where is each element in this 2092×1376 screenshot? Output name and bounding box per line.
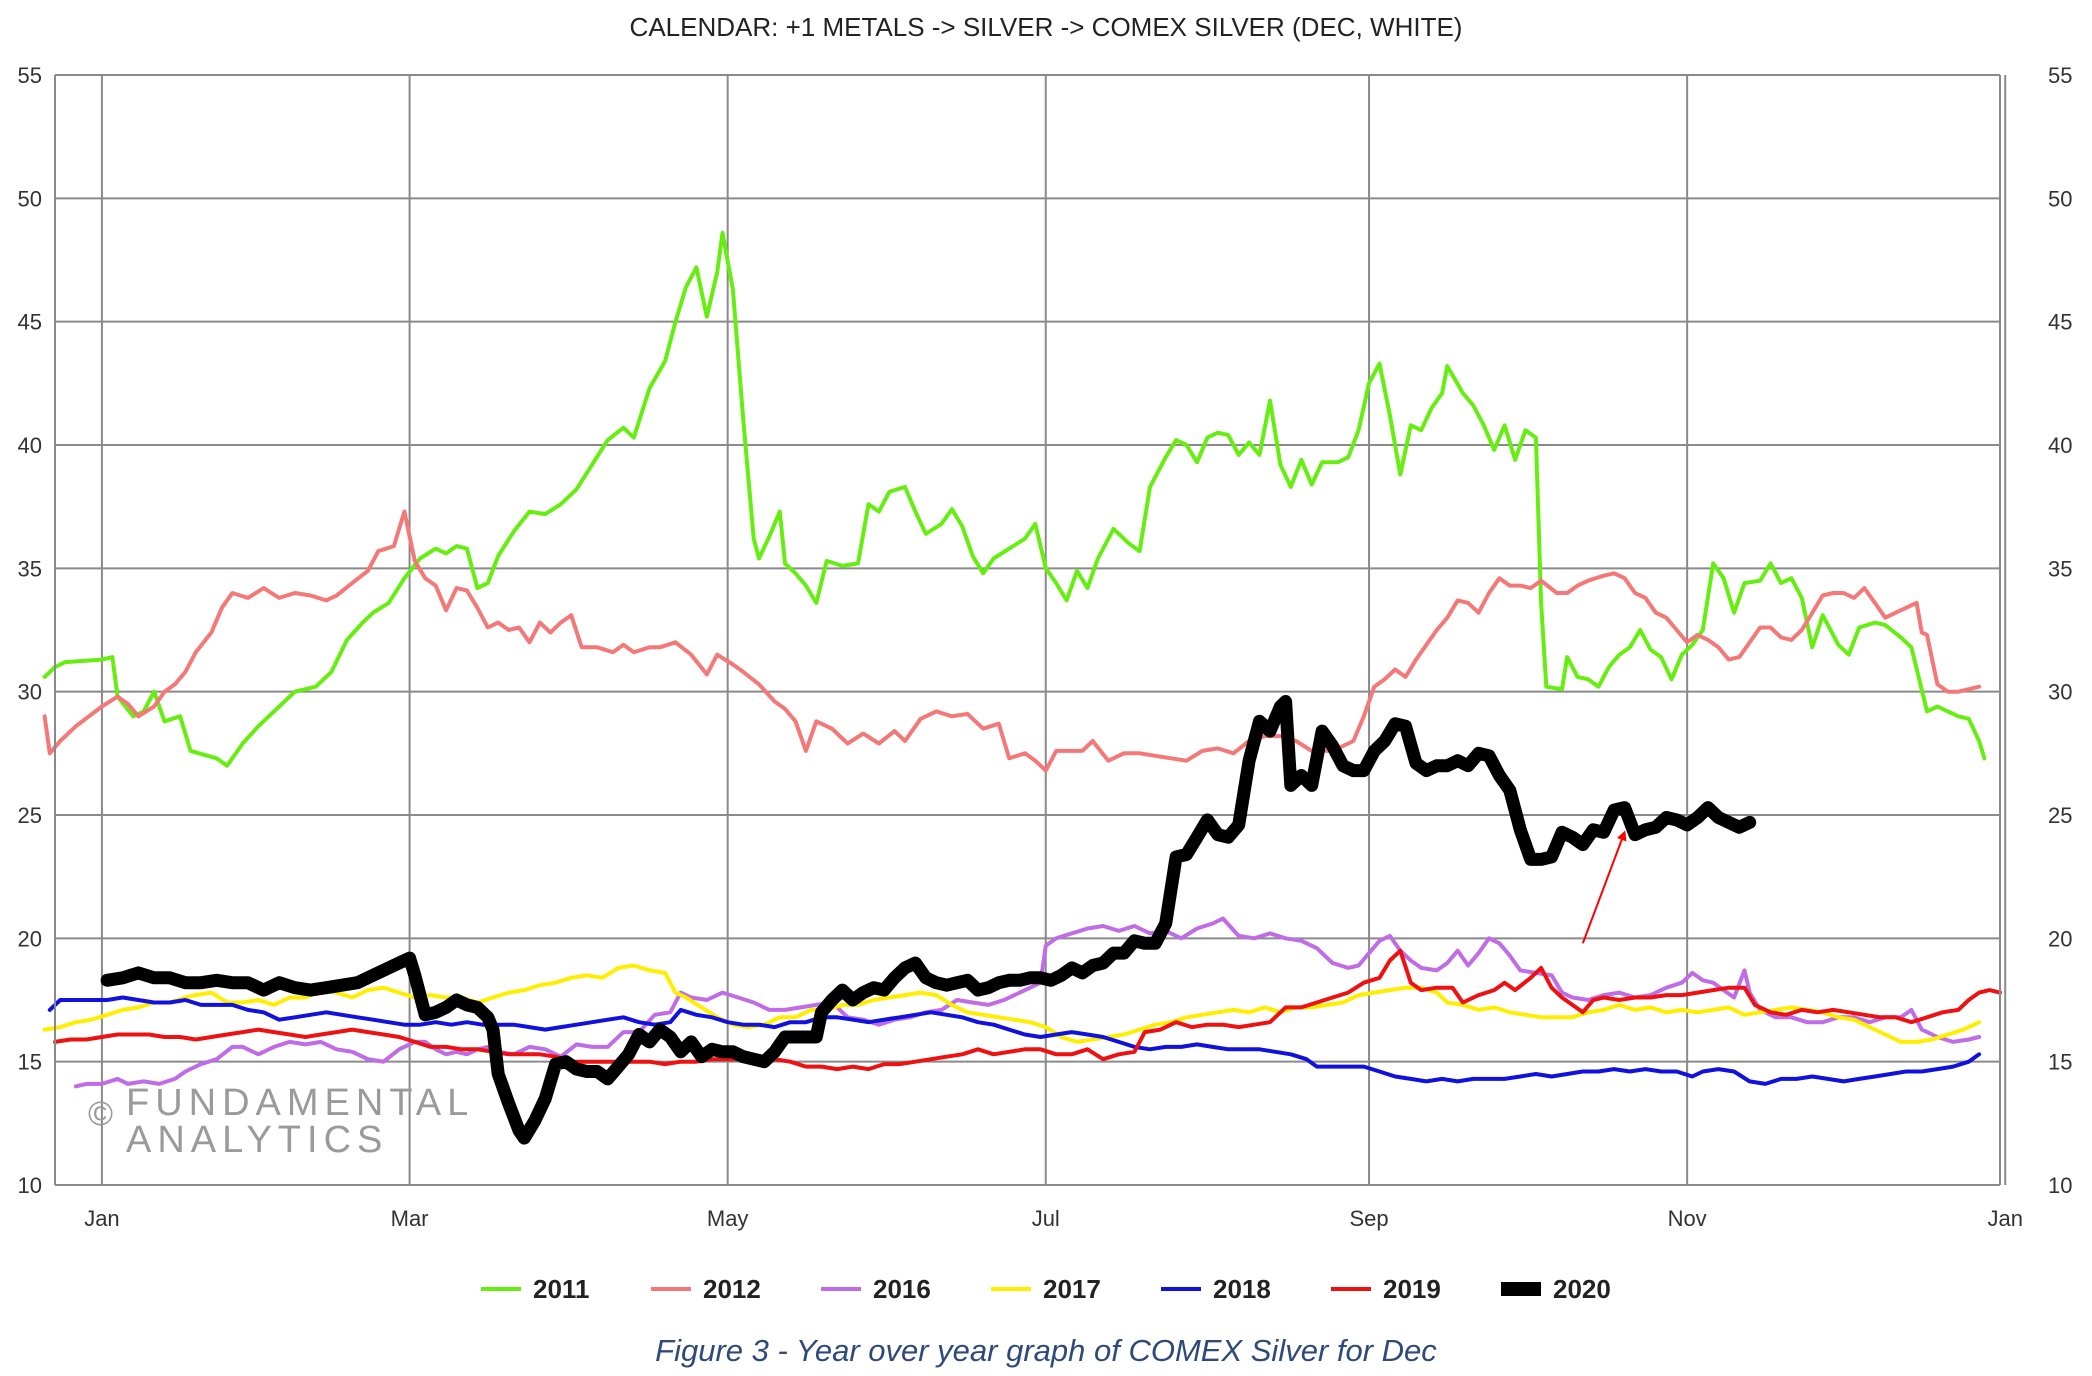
legend-label-2012: 2012 bbox=[703, 1274, 761, 1304]
legend-label-2020: 2020 bbox=[1553, 1274, 1611, 1304]
x-tick-label: Jan bbox=[1987, 1206, 2022, 1231]
series-lines bbox=[42, 230, 2002, 1145]
y-tick-label-left: 55 bbox=[18, 63, 42, 88]
x-tick-label: Jul bbox=[1032, 1206, 1060, 1231]
series-line-2018 bbox=[47, 995, 1982, 1086]
y-tick-label-left: 15 bbox=[18, 1050, 42, 1075]
y-tick-label-left: 50 bbox=[18, 186, 42, 211]
figure-caption: Figure 3 - Year over year graph of COMEX… bbox=[655, 1333, 1437, 1368]
watermark-logo: © FUNDAMENTAL ANALYTICS bbox=[88, 1082, 474, 1161]
y-tick-label-right: 30 bbox=[2048, 680, 2072, 705]
y-tick-label-left: 40 bbox=[18, 433, 42, 458]
watermark-line1: FUNDAMENTAL bbox=[126, 1082, 474, 1124]
legend-swatch-2011 bbox=[481, 1287, 521, 1291]
watermark-symbol: © bbox=[88, 1095, 119, 1133]
y-tick-label-right: 55 bbox=[2048, 63, 2072, 88]
y-tick-label-right: 40 bbox=[2048, 433, 2072, 458]
series-line-2017 bbox=[42, 963, 1982, 1044]
legend-swatch-2016 bbox=[821, 1287, 861, 1291]
y-tick-label-left: 35 bbox=[18, 556, 42, 581]
chart-title: CALENDAR: +1 METALS -> SILVER -> COMEX S… bbox=[630, 12, 1463, 42]
y-tick-label-right: 35 bbox=[2048, 556, 2072, 581]
legend: 2011 2012 2016 2017 2018 2019 2020 bbox=[481, 1274, 1611, 1304]
legend-label-2019: 2019 bbox=[1383, 1274, 1441, 1304]
series-line-2012 bbox=[42, 509, 1982, 773]
x-tick-label: Sep bbox=[1349, 1206, 1388, 1231]
annotation-arrow bbox=[1581, 830, 1627, 944]
axes: 10 10 15 15 20 20 25 25 30 30 35 35 40 40 45 45 50 50 55 55… bbox=[18, 63, 2073, 1231]
x-tick-label: Nov bbox=[1668, 1206, 1707, 1231]
legend-swatch-2012 bbox=[651, 1287, 691, 1291]
y-tick-label-right: 50 bbox=[2048, 186, 2072, 211]
x-tick-label: May bbox=[707, 1206, 749, 1231]
y-tick-label-right: 15 bbox=[2048, 1050, 2072, 1075]
y-tick-label-right: 45 bbox=[2048, 310, 2072, 335]
legend-label-2017: 2017 bbox=[1043, 1274, 1101, 1304]
series-line-2020 bbox=[100, 695, 1757, 1145]
y-tick-label-left: 10 bbox=[18, 1173, 42, 1198]
grid-lines bbox=[55, 74, 2007, 1186]
legend-swatch-2020 bbox=[1501, 1282, 1541, 1296]
y-tick-label-left: 30 bbox=[18, 680, 42, 705]
y-tick-label-right: 20 bbox=[2048, 926, 2072, 951]
series-line-2019 bbox=[53, 948, 2002, 1072]
x-tick-label: Jan bbox=[84, 1206, 119, 1231]
legend-label-2011: 2011 bbox=[533, 1274, 589, 1304]
y-tick-label-left: 25 bbox=[18, 803, 42, 828]
x-tick-label: Mar bbox=[391, 1206, 429, 1231]
legend-label-2018: 2018 bbox=[1213, 1274, 1271, 1304]
y-tick-label-left: 20 bbox=[18, 926, 42, 951]
annotation bbox=[1581, 830, 1627, 944]
legend-label-2016: 2016 bbox=[873, 1274, 931, 1304]
y-tick-label-left: 45 bbox=[18, 310, 42, 335]
watermark-line2: ANALYTICS bbox=[126, 1119, 388, 1161]
y-tick-label-right: 25 bbox=[2048, 803, 2072, 828]
legend-swatch-2017 bbox=[991, 1287, 1031, 1291]
y-tick-label-right: 10 bbox=[2048, 1173, 2072, 1198]
legend-swatch-2019 bbox=[1331, 1287, 1371, 1291]
series-line-2011 bbox=[42, 230, 1987, 768]
legend-swatch-2018 bbox=[1161, 1287, 1201, 1291]
